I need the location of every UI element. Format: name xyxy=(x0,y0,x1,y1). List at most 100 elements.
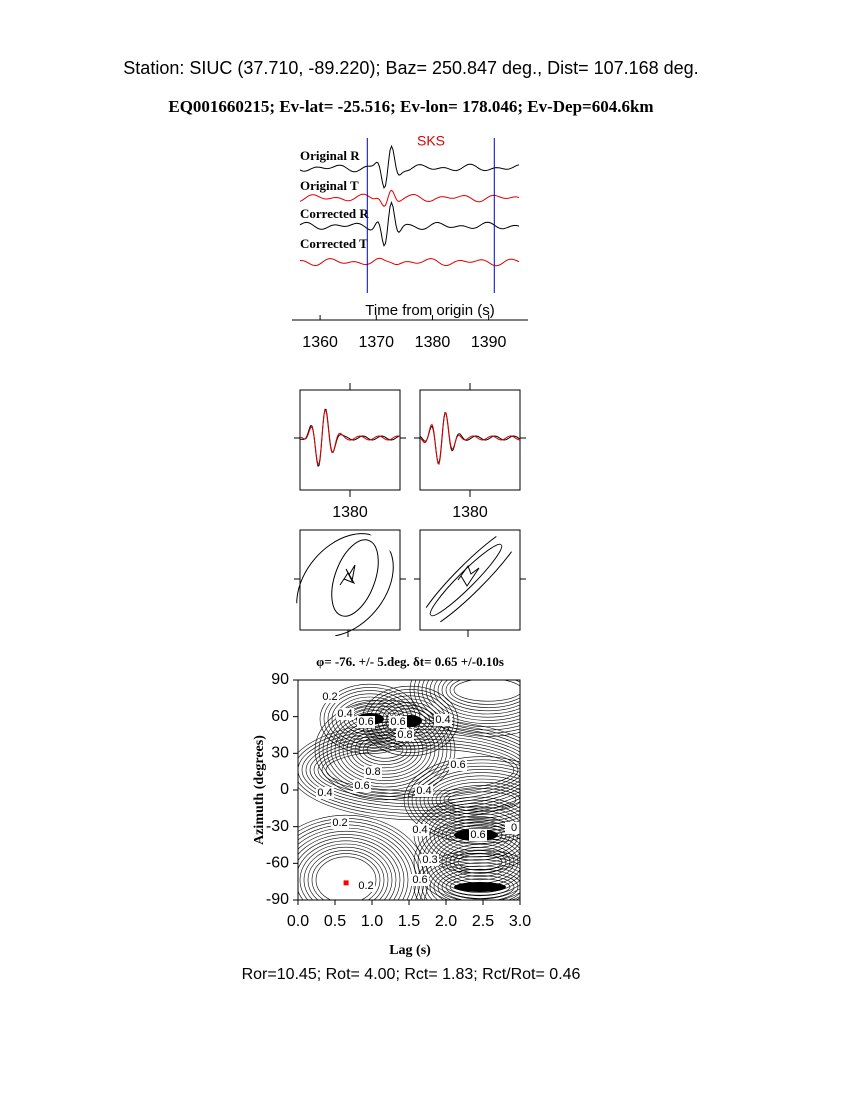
contour-line xyxy=(313,738,520,802)
contour-line xyxy=(441,872,519,900)
contour-line xyxy=(413,849,520,900)
particle-motion xyxy=(296,533,394,637)
contour-line xyxy=(419,769,520,831)
contour-line xyxy=(298,719,520,821)
contour-label: 0.3 xyxy=(422,854,437,866)
waveform xyxy=(300,409,400,466)
contour-label: 0.6 xyxy=(390,716,405,728)
y-axis-label: Azimuth (degrees) xyxy=(252,735,267,845)
contour-label-bg xyxy=(316,787,334,799)
contour-line xyxy=(342,722,428,778)
y-tick-label: 60 xyxy=(271,708,289,725)
contour-line xyxy=(425,859,520,900)
contour-line xyxy=(409,680,520,737)
contour-line xyxy=(309,735,520,805)
x-tick-label: 3.0 xyxy=(509,913,531,930)
x-tick-label: 0.5 xyxy=(324,913,346,930)
contour-line xyxy=(301,729,520,811)
contour-line xyxy=(453,850,507,874)
contour-line xyxy=(425,680,520,724)
x-tick-label: 1380 xyxy=(415,334,451,351)
contour-label-bg xyxy=(331,817,349,829)
contour-line xyxy=(413,818,520,900)
contour-label-bg xyxy=(357,880,375,892)
waveform xyxy=(299,189,520,208)
contour-label-bg xyxy=(389,716,407,728)
contour-label: 0.6 xyxy=(412,874,427,886)
contour-line xyxy=(298,837,401,900)
y-tick-label: 0 xyxy=(280,781,289,798)
contour-label-bg xyxy=(421,854,439,866)
contour-line xyxy=(445,680,520,708)
y-tick-label: 90 xyxy=(271,671,289,688)
x-axis-label: Lag (s) xyxy=(389,943,431,958)
contour-line xyxy=(429,680,520,721)
particle-motion xyxy=(429,543,503,617)
contour-label: 0.4 xyxy=(416,785,431,797)
x-tick-label: 1360 xyxy=(302,334,338,351)
x-tick-label: 1390 xyxy=(471,334,507,351)
waveform xyxy=(299,257,520,267)
contour-line xyxy=(449,878,511,896)
contour-line xyxy=(403,756,520,844)
y-tick-label: -90 xyxy=(266,891,289,908)
trace-label: Original R xyxy=(300,148,360,163)
contour-line xyxy=(334,715,436,785)
x-tick-label: 1380 xyxy=(332,504,368,521)
contour-line xyxy=(449,680,520,705)
contour-line xyxy=(350,728,420,772)
contour-line xyxy=(437,868,520,900)
event-line: EQ001660215; Ev-lat= -25.516; Ev-lon= 17… xyxy=(168,97,653,116)
contour-fill xyxy=(454,882,506,892)
x-tick-label: 1.5 xyxy=(398,913,420,930)
x-tick-label: 2.5 xyxy=(472,913,494,930)
contour-line xyxy=(453,680,520,702)
trace-label: Corrected T xyxy=(300,236,368,251)
x-axis-label: Time from origin (s) xyxy=(365,302,494,319)
contour-line xyxy=(427,775,520,825)
contour-line xyxy=(346,725,424,775)
contour-line xyxy=(305,732,520,808)
contour-line xyxy=(307,850,385,900)
contour-line xyxy=(431,778,520,822)
contours: 0.20.40.6 0.6 0.40.80.80.60.60.4 0.40.20.4 0… xyxy=(298,680,520,900)
contour-line xyxy=(315,856,377,900)
contour-line xyxy=(326,709,444,791)
contour-label-bg xyxy=(357,716,375,728)
waveform xyxy=(420,412,520,465)
contour-line xyxy=(445,875,515,899)
contour-label: 0 xyxy=(511,822,517,834)
waveform xyxy=(300,408,400,467)
contour-line xyxy=(433,680,520,718)
contour-label-bg xyxy=(364,766,382,778)
contour-label-bg xyxy=(321,691,339,703)
contour-label-bg xyxy=(469,829,487,841)
contour-line xyxy=(354,731,416,769)
panel-frame xyxy=(419,529,521,631)
contour-label: 0.8 xyxy=(365,766,380,778)
contour-line xyxy=(317,742,520,798)
contour-line xyxy=(429,809,520,861)
contour-line xyxy=(303,846,389,900)
contour-label: 0.6 xyxy=(354,780,369,792)
contour-label-bg xyxy=(449,759,467,771)
contour-label: 0.4 xyxy=(435,714,450,726)
y-tick-label: 30 xyxy=(271,745,289,762)
x-tick-label: 0.0 xyxy=(287,913,309,930)
contour-line xyxy=(298,726,520,814)
contour-label: 0.4 xyxy=(317,787,332,799)
contour-line xyxy=(413,680,520,734)
contour-line xyxy=(417,852,520,900)
x-tick-label: 1370 xyxy=(358,334,394,351)
particle-motion xyxy=(415,523,525,633)
contour-line xyxy=(298,840,397,900)
x-tick-label: 2.0 xyxy=(435,913,457,930)
contour-label: 0.6 xyxy=(450,759,465,771)
contour-label: 0.6 xyxy=(358,716,373,728)
contour-line xyxy=(421,680,520,728)
contour-label-bg xyxy=(411,874,429,886)
station-line: Station: SIUC (37.710, -89.220); Baz= 25… xyxy=(123,58,698,78)
contour-label: 0.2 xyxy=(358,880,373,892)
